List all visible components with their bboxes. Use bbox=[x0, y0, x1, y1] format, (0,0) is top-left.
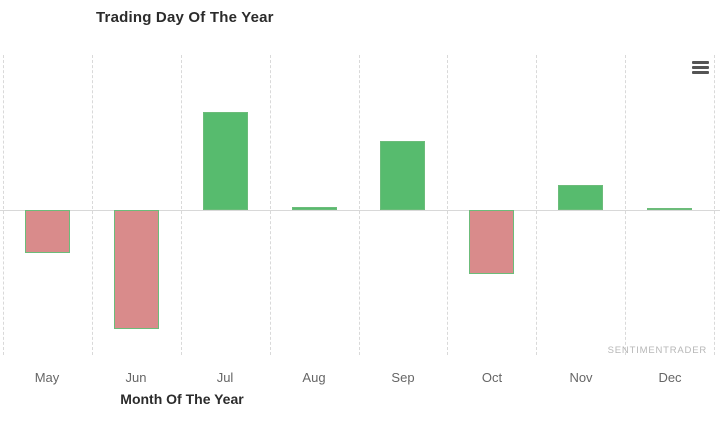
bar-oct[interactable] bbox=[469, 210, 514, 274]
bar-sep[interactable] bbox=[380, 141, 425, 210]
x-axis-label-nov: Nov bbox=[569, 370, 593, 385]
gridline bbox=[625, 55, 627, 355]
chart-title: Trading Day Of The Year bbox=[96, 9, 274, 26]
gridline bbox=[358, 55, 360, 355]
x-axis-label-may: May bbox=[34, 370, 60, 385]
x-axis-label-jun: Jun bbox=[125, 370, 147, 385]
gridline bbox=[91, 55, 93, 355]
x-axis-label-oct: Oct bbox=[481, 370, 503, 385]
gridline bbox=[447, 55, 449, 355]
bar-may[interactable] bbox=[25, 210, 70, 253]
x-axis-label-aug: Aug bbox=[302, 370, 326, 385]
bar-jul[interactable] bbox=[203, 112, 248, 210]
x-axis-label-dec: Dec bbox=[658, 370, 682, 385]
gridline bbox=[269, 55, 271, 355]
zero-line bbox=[0, 210, 720, 211]
x-axis-label-jul: Jul bbox=[216, 370, 234, 385]
bar-nov[interactable] bbox=[558, 185, 603, 210]
x-axis-label-sep: Sep bbox=[391, 370, 415, 385]
watermark: SENTIMENTRADER bbox=[607, 345, 707, 356]
bar-aug[interactable] bbox=[292, 207, 337, 210]
gridline bbox=[3, 55, 4, 355]
x-axis-title: Month Of The Year bbox=[120, 391, 244, 407]
bar-jun[interactable] bbox=[114, 210, 159, 329]
bar-dec[interactable] bbox=[647, 208, 692, 210]
gridline bbox=[714, 55, 715, 355]
gridline bbox=[180, 55, 182, 355]
gridline bbox=[536, 55, 538, 355]
export-menu-button[interactable] bbox=[689, 58, 711, 76]
